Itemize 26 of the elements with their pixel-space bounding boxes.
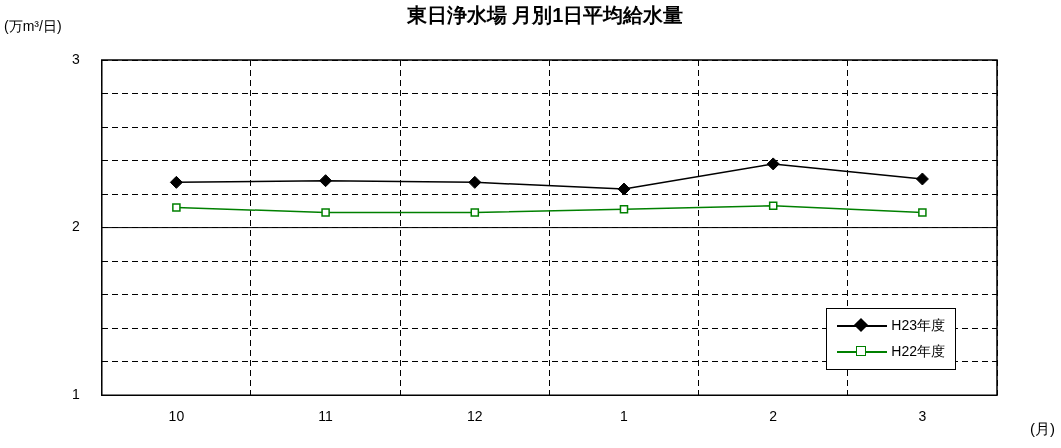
point [619, 204, 629, 214]
x-tick-label: 3 [918, 408, 927, 425]
legend-label: H23年度 [891, 317, 945, 335]
x-tick-label: 10 [168, 408, 185, 425]
x-tick-label: 2 [769, 408, 778, 425]
x-tick-label: 11 [318, 408, 334, 425]
x-tick-label: 1 [620, 408, 629, 425]
point [169, 175, 183, 189]
y-tick-label: 2 [71, 218, 80, 235]
point [915, 172, 929, 186]
point [768, 201, 778, 211]
point [172, 203, 181, 212]
legend-label: H22年度 [891, 343, 945, 361]
point [470, 208, 480, 217]
point [766, 157, 780, 171]
x-axis-title: (月) [1030, 420, 1055, 439]
chart-title: 東日浄水場 月別1日平均給水量 [405, 3, 685, 28]
point [319, 174, 333, 188]
y-tick-label: 3 [71, 50, 80, 67]
point [321, 208, 330, 217]
y-axis-title: (万m³/日) [4, 18, 62, 36]
y-tick-label: 1 [71, 386, 80, 403]
point [468, 175, 482, 189]
point [617, 182, 631, 196]
x-tick-label: 12 [467, 408, 483, 425]
point [918, 208, 927, 217]
